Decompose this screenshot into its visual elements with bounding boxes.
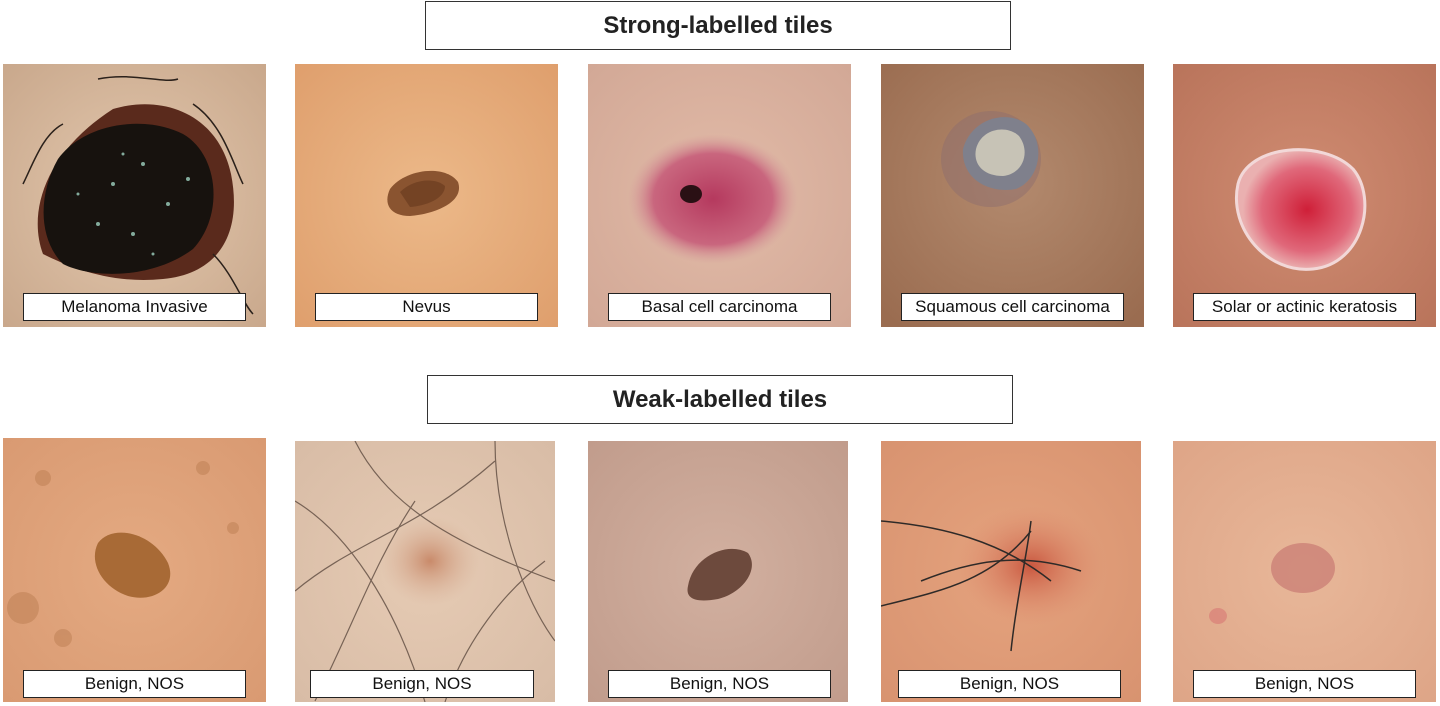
tile-label: Nevus [315, 293, 538, 321]
section-title-strong: Strong-labelled tiles [425, 1, 1011, 50]
lesion-tile-bcc: Basal cell carcinoma [588, 64, 851, 327]
lesion-image-melanoma [3, 64, 266, 327]
tile-label: Benign, NOS [310, 670, 534, 698]
lesion-image-benign-4 [881, 441, 1141, 702]
tile-label: Squamous cell carcinoma [901, 293, 1124, 321]
lesion-image-benign-1 [3, 438, 266, 702]
lesion-tile-benign-4: Benign, NOS [881, 441, 1141, 702]
lesion-tile-benign-3: Benign, NOS [588, 441, 848, 702]
lesion-tile-benign-1: Benign, NOS [3, 438, 266, 702]
lesion-image-keratosis [1173, 64, 1436, 327]
lesion-tile-keratosis: Solar or actinic keratosis [1173, 64, 1436, 327]
tile-label: Benign, NOS [898, 670, 1121, 698]
lesion-tile-nevus: Nevus [295, 64, 558, 327]
lesion-image-benign-5 [1173, 441, 1436, 702]
lesion-image-nevus [295, 64, 558, 327]
lesion-tile-melanoma: Melanoma Invasive [3, 64, 266, 327]
lesion-image-bcc [588, 64, 851, 327]
tile-label: Solar or actinic keratosis [1193, 293, 1416, 321]
lesion-tile-benign-2: Benign, NOS [295, 441, 555, 702]
lesion-image-scc [881, 64, 1144, 327]
tile-label: Benign, NOS [23, 670, 246, 698]
lesion-image-benign-2 [295, 441, 555, 702]
tile-label: Benign, NOS [608, 670, 831, 698]
tile-label: Melanoma Invasive [23, 293, 246, 321]
lesion-tile-scc: Squamous cell carcinoma [881, 64, 1144, 327]
section-title-weak: Weak-labelled tiles [427, 375, 1013, 424]
tile-label: Basal cell carcinoma [608, 293, 831, 321]
tile-label: Benign, NOS [1193, 670, 1416, 698]
lesion-tile-benign-5: Benign, NOS [1173, 441, 1436, 702]
lesion-image-benign-3 [588, 441, 848, 702]
